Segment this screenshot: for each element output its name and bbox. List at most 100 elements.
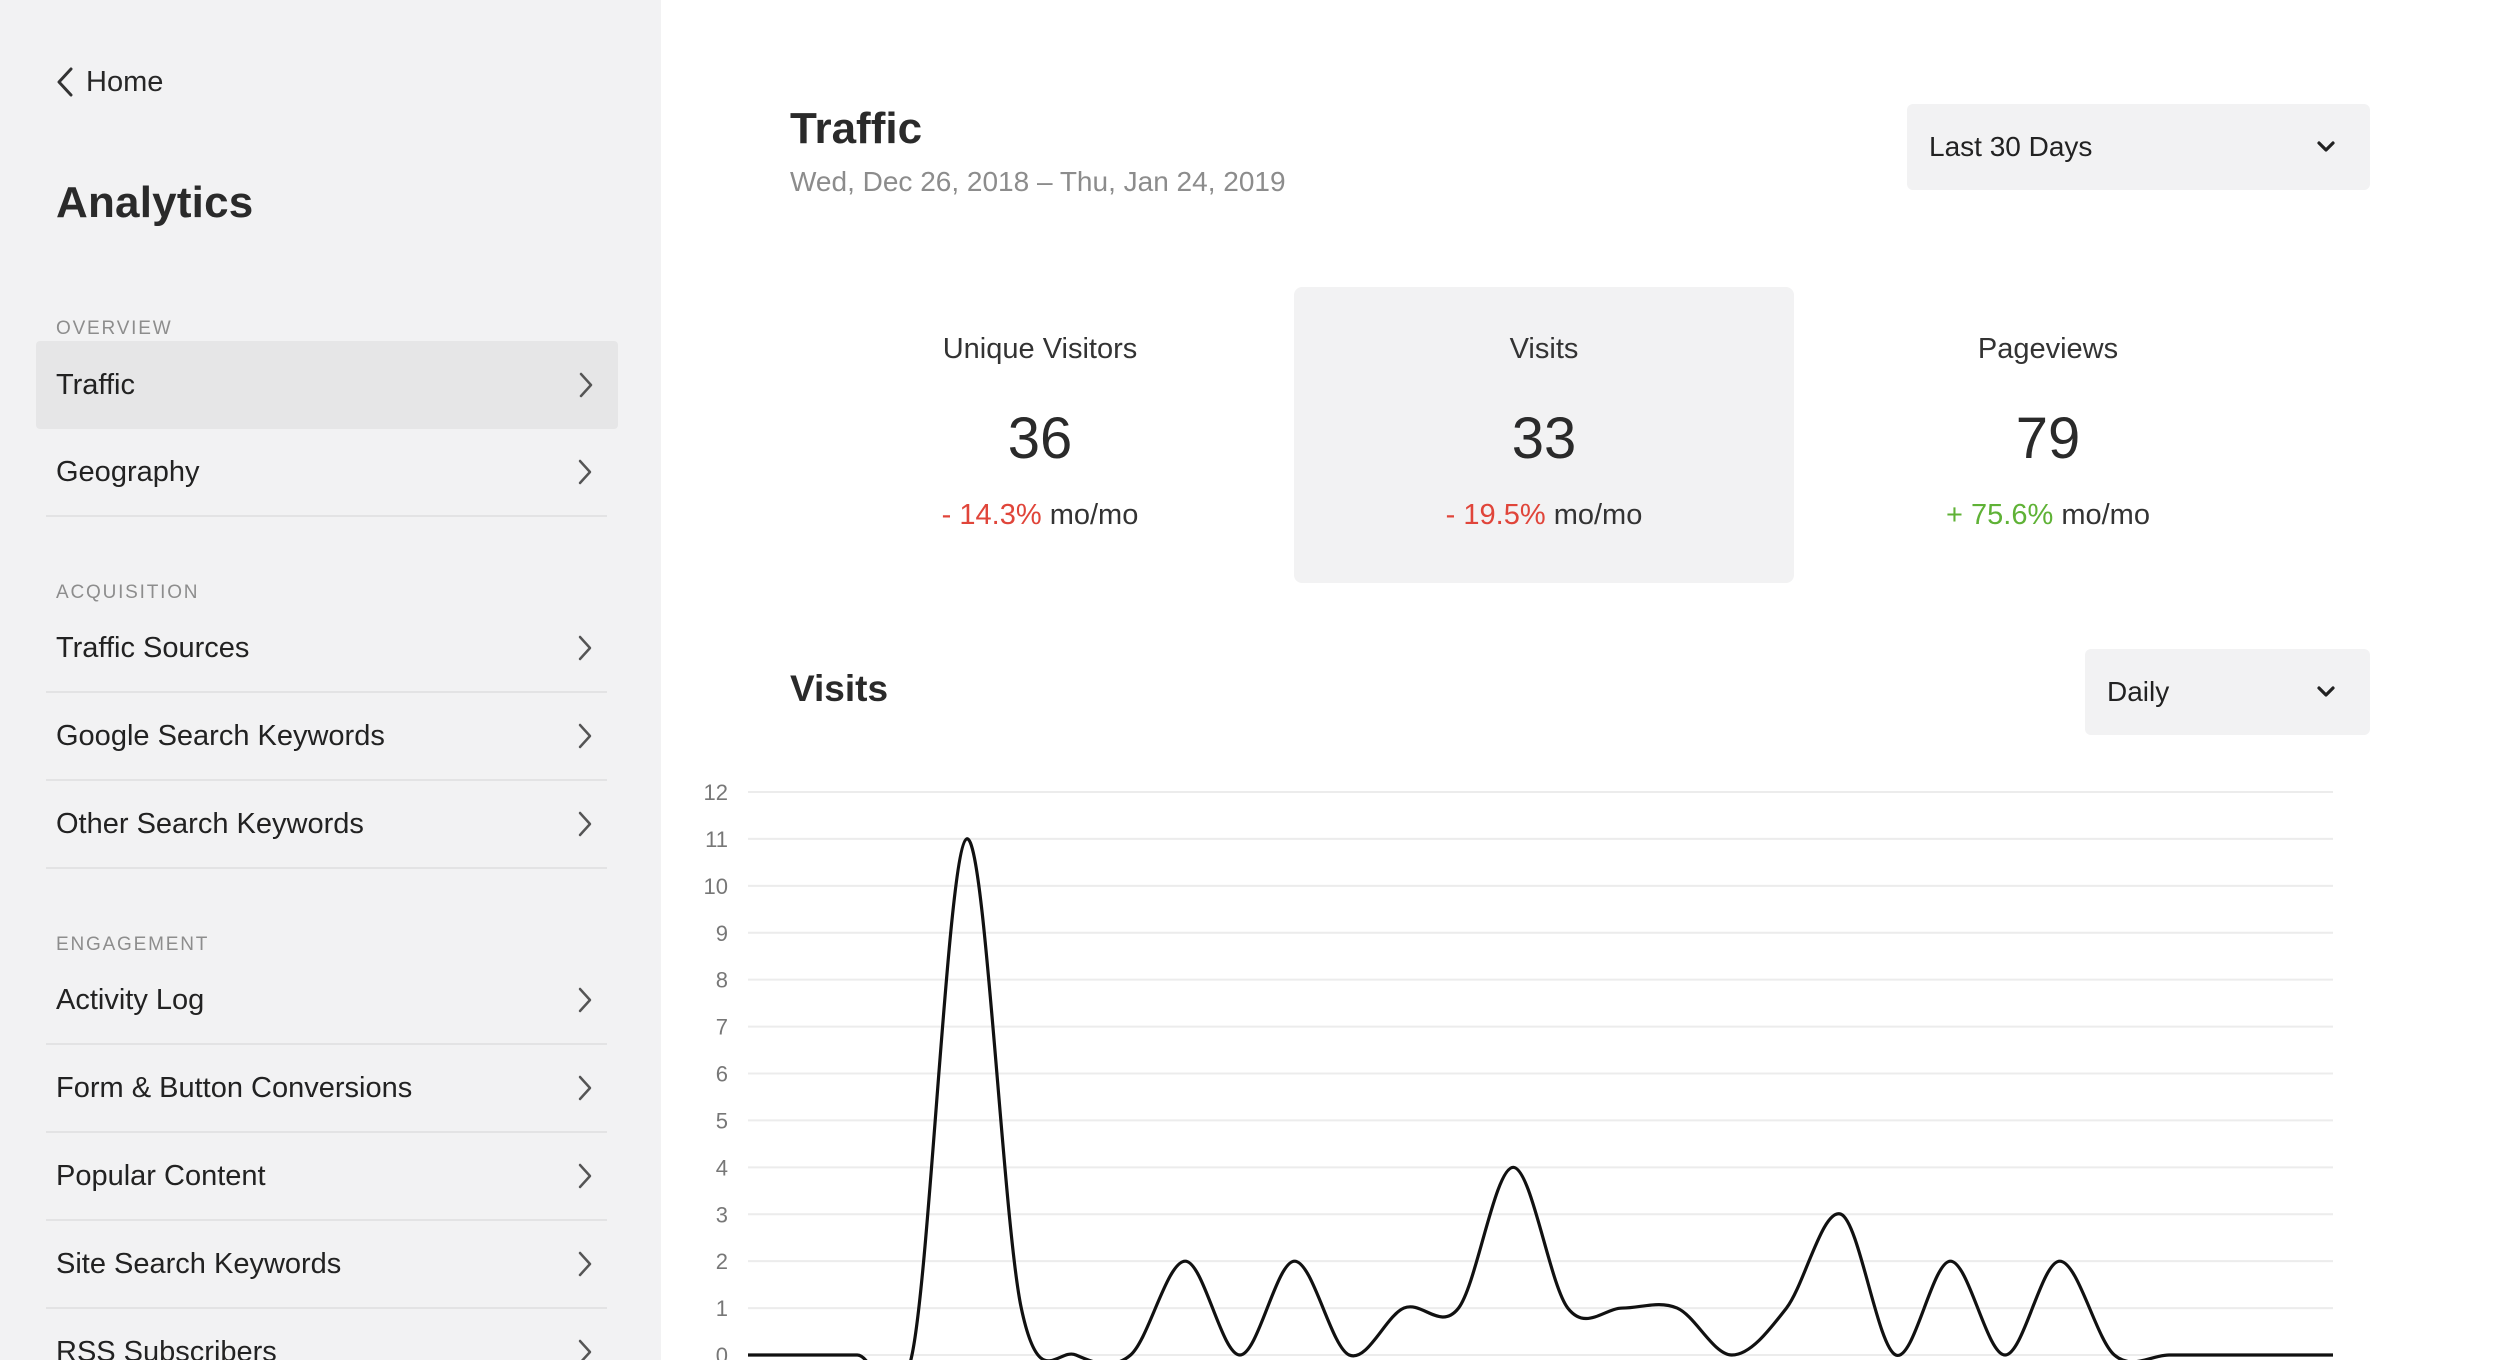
sidebar-item-geography[interactable]: Geography — [46, 429, 607, 517]
section-label-acquisition: Acquisition — [56, 582, 200, 603]
chevron-down-icon — [2317, 141, 2335, 152]
sidebar-item-label: Popular Content — [56, 1159, 266, 1192]
data-point[interactable] — [1669, 1300, 1685, 1316]
sidebar-item-label: Geography — [56, 455, 200, 488]
main-content: Traffic Wed, Dec 26, 2018 – Thu, Jan 24,… — [661, 0, 2500, 1360]
sidebar-item-label: Traffic Sources — [56, 631, 250, 664]
date-range-dropdown-value: Last 30 Days — [1929, 131, 2093, 162]
y-tick-label: 8 — [716, 968, 728, 993]
stat-label: Unique Visitors — [942, 333, 1138, 365]
y-tick-label: 0 — [716, 1343, 728, 1360]
data-point[interactable] — [1560, 1300, 1576, 1316]
sidebar-item-label: Form & Button Conversions — [56, 1071, 413, 1104]
data-point[interactable] — [849, 1347, 865, 1360]
data-point[interactable] — [2161, 1347, 2177, 1360]
data-point[interactable] — [904, 1347, 920, 1360]
y-tick-label: 2 — [716, 1249, 728, 1274]
stat-change-suffix: mo/mo — [1049, 499, 1139, 531]
stat-change-percent: + 75.6% — [1946, 499, 2054, 531]
chevron-right-icon — [578, 1251, 592, 1277]
stat-card-unique-visitors[interactable]: Unique Visitors 36 - 14.3% mo/mo — [790, 287, 1290, 583]
sidebar-item-label: Google Search Keywords — [56, 719, 385, 752]
sidebar: Home Analytics Overview Traffic Geograph… — [0, 0, 661, 1360]
sidebar-item-traffic-sources[interactable]: Traffic Sources — [46, 605, 607, 693]
data-point[interactable] — [1396, 1300, 1412, 1316]
sidebar-item-google-search-keywords[interactable]: Google Search Keywords — [46, 693, 607, 781]
y-tick-label: 11 — [705, 827, 728, 852]
data-point[interactable] — [2216, 1347, 2232, 1360]
stat-change-suffix: mo/mo — [1553, 499, 1643, 531]
chevron-right-icon — [578, 635, 592, 661]
visits-series-line — [748, 837, 2333, 1360]
data-point[interactable] — [1505, 1159, 1521, 1175]
stat-value: 36 — [1007, 406, 1073, 471]
visits-chart: 0 1 2 3 4 5 6 7 8 9 10 11 12 — [704, 770, 2401, 1360]
stat-value: 79 — [2015, 406, 2081, 471]
sidebar-item-form-button-conversions[interactable]: Form & Button Conversions — [46, 1045, 607, 1133]
sidebar-item-label: Site Search Keywords — [56, 1247, 342, 1280]
stat-card-visits[interactable]: Visits 33 - 19.5% mo/mo — [1294, 287, 1794, 583]
stat-change-percent: - 14.3% — [941, 499, 1042, 531]
data-point[interactable] — [2325, 1347, 2341, 1360]
y-tick-label: 9 — [716, 921, 728, 946]
sidebar-item-label: RSS Subscribers — [56, 1335, 277, 1360]
home-link[interactable]: Home — [56, 62, 163, 102]
stat-change: - 19.5% mo/mo — [1294, 499, 1794, 532]
chevron-right-icon — [578, 987, 592, 1013]
data-point[interactable] — [1942, 1253, 1958, 1269]
stat-change-suffix: mo/mo — [2061, 499, 2150, 531]
sidebar-title: Analytics — [56, 178, 254, 227]
home-link-label: Home — [86, 65, 164, 98]
sidebar-item-label: Other Search Keywords — [56, 807, 364, 840]
chevron-left-icon — [57, 67, 73, 97]
sidebar-item-popular-content[interactable]: Popular Content — [46, 1133, 607, 1221]
data-point[interactable] — [1997, 1347, 2013, 1360]
y-tick-label: 1 — [716, 1296, 728, 1321]
stat-value: 33 — [1511, 406, 1577, 471]
y-tick-label: 12 — [704, 780, 728, 805]
chevron-right-icon — [578, 811, 592, 837]
date-range-dropdown[interactable]: Last 30 Days — [1907, 104, 2370, 190]
y-tick-label: 10 — [704, 874, 728, 899]
sidebar-item-other-search-keywords[interactable]: Other Search Keywords — [46, 781, 607, 869]
data-point[interactable] — [795, 1347, 811, 1360]
data-point[interactable] — [1833, 1206, 1849, 1222]
data-point[interactable] — [1287, 1253, 1303, 1269]
sidebar-item-site-search-keywords[interactable]: Site Search Keywords — [46, 1221, 607, 1309]
data-point[interactable] — [959, 831, 975, 847]
stat-label: Visits — [1509, 333, 1579, 365]
y-tick-label: 5 — [716, 1108, 728, 1133]
data-point[interactable] — [1451, 1300, 1467, 1316]
data-point[interactable] — [1724, 1347, 1740, 1360]
chevron-right-icon — [578, 1163, 592, 1189]
sidebar-item-label: Activity Log — [56, 983, 205, 1016]
data-point[interactable] — [2270, 1347, 2286, 1360]
data-point[interactable] — [1232, 1347, 1248, 1360]
stat-label: Pageviews — [1977, 333, 2119, 365]
sidebar-item-traffic[interactable]: Traffic — [36, 341, 618, 429]
chevron-down-icon — [2317, 686, 2335, 697]
data-point[interactable] — [740, 1347, 756, 1360]
sidebar-item-activity-log[interactable]: Activity Log — [46, 957, 607, 1045]
y-tick-label: 4 — [716, 1155, 728, 1180]
sidebar-item-rss-subscribers[interactable]: RSS Subscribers — [46, 1309, 607, 1360]
data-point[interactable] — [1177, 1253, 1193, 1269]
y-tick-label: 7 — [716, 1015, 728, 1040]
data-point[interactable] — [1614, 1300, 1630, 1316]
chevron-right-icon — [579, 372, 593, 398]
data-point[interactable] — [1068, 1347, 1084, 1360]
section-label-engagement: Engagement — [56, 934, 210, 955]
y-tick-label: 3 — [716, 1202, 728, 1227]
interval-dropdown-value: Daily — [2107, 676, 2170, 707]
data-point[interactable] — [1013, 1300, 1029, 1316]
chevron-right-icon — [578, 723, 592, 749]
data-point[interactable] — [2052, 1253, 2068, 1269]
sidebar-item-label: Traffic — [56, 368, 135, 401]
chevron-right-icon — [578, 1075, 592, 1101]
stat-card-pageviews[interactable]: Pageviews 79 + 75.6% mo/mo — [1798, 287, 2298, 583]
page-title: Traffic — [790, 104, 923, 153]
section-label-overview: Overview — [56, 318, 173, 339]
data-point[interactable] — [1778, 1300, 1794, 1316]
interval-dropdown[interactable]: Daily — [2085, 649, 2370, 735]
